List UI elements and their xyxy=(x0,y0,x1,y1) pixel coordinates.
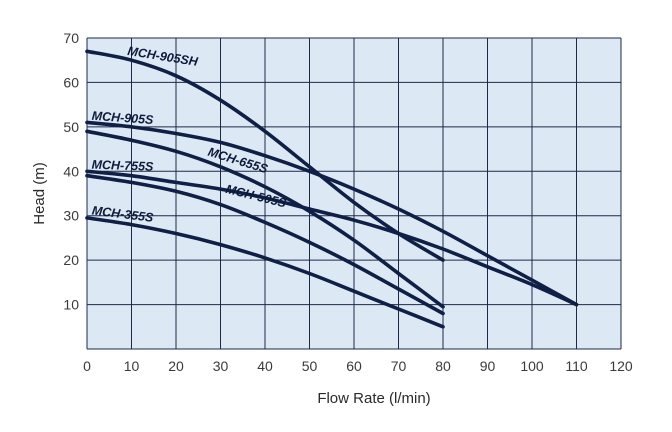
y-tick-label: 40 xyxy=(63,163,79,179)
y-axis-ticks: 10 20 30 40 50 60 70 xyxy=(63,30,79,313)
series-line xyxy=(85,216,445,329)
y-tick-label: 10 xyxy=(63,297,79,313)
series-line xyxy=(85,49,445,262)
x-axis-ticks: 0 10 20 30 40 50 60 70 80 90 100 110 120 xyxy=(83,358,633,374)
performance-curves xyxy=(85,49,579,329)
x-tick-label: 0 xyxy=(83,358,91,374)
x-tick-label: 40 xyxy=(257,358,273,374)
x-tick-label: 10 xyxy=(124,358,140,374)
x-tick-label: 120 xyxy=(609,358,633,374)
y-tick-label: 60 xyxy=(63,74,79,90)
y-tick-label: 70 xyxy=(63,30,79,46)
x-tick-label: 110 xyxy=(565,358,588,374)
grid xyxy=(86,37,622,350)
series-line xyxy=(85,173,445,316)
y-tick-label: 50 xyxy=(63,119,79,135)
x-tick-label: 90 xyxy=(480,358,496,374)
y-axis-title: Head (m) xyxy=(31,162,48,225)
x-tick-label: 70 xyxy=(391,358,407,374)
series-line xyxy=(85,129,445,309)
series-line xyxy=(85,120,579,307)
x-tick-label: 60 xyxy=(346,358,362,374)
x-tick-label: 20 xyxy=(168,358,184,374)
x-tick-label: 80 xyxy=(435,358,451,374)
x-axis-title: Flow Rate (l/min) xyxy=(317,390,430,407)
y-tick-label: 20 xyxy=(63,252,79,268)
y-tick-label: 30 xyxy=(63,208,79,224)
x-tick-label: 50 xyxy=(302,358,318,374)
x-tick-label: 30 xyxy=(213,358,229,374)
series-label: MCH-905S xyxy=(91,109,154,127)
series-line xyxy=(85,169,579,307)
series-label: MCH-755S xyxy=(91,158,154,174)
x-tick-label: 100 xyxy=(520,358,544,374)
